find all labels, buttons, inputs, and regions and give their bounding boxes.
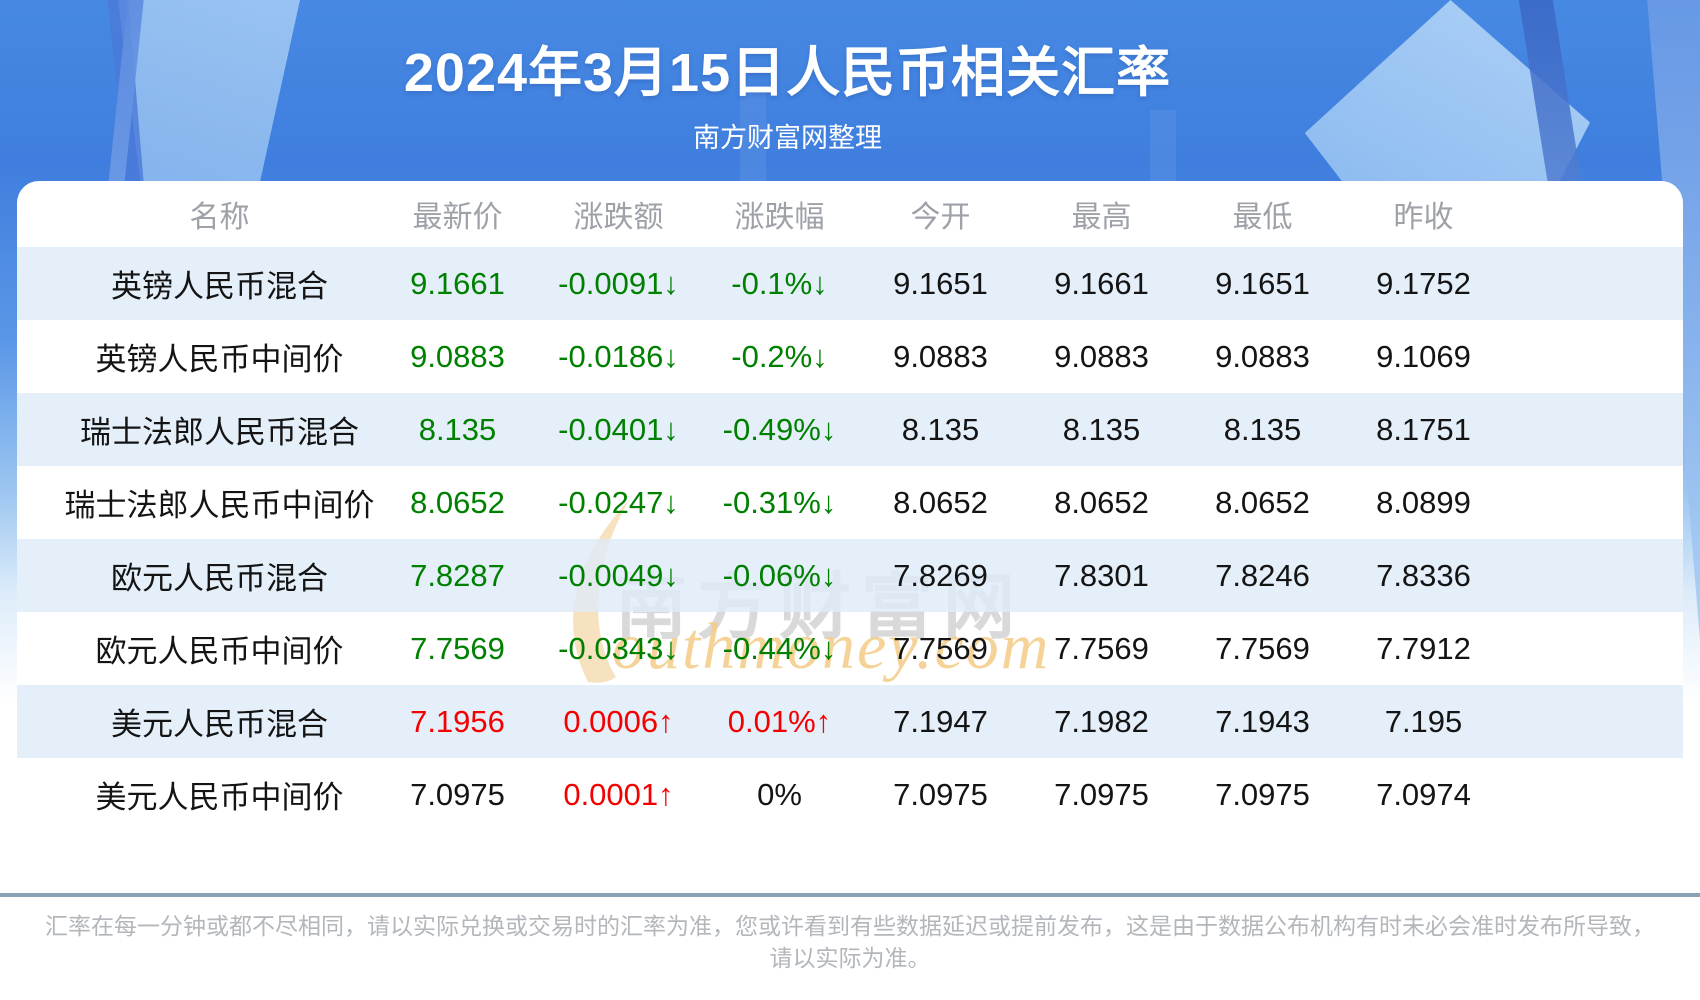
page-subtitle: 南方财富网整理: [693, 123, 882, 153]
disclaimer-line-1: 汇率在每一分钟或都不尽相同，请以实际兑换或交易时的汇率为准，您或许看到有些数据延…: [45, 913, 1655, 939]
cell-low: 8.0652: [1215, 484, 1310, 520]
cell-today-open: 9.0883: [893, 338, 988, 374]
cell-prev-close: 7.0974: [1376, 776, 1471, 812]
cell-today-open: 8.0652: [893, 484, 988, 520]
table-row: 美元人民币中间价 7.0975 0.0001↑ 0% 7.0975 7.0975…: [17, 758, 1683, 831]
cell-prev-close: 7.8336: [1376, 557, 1471, 593]
currency-name: 英镑人民币混合: [111, 269, 328, 304]
col-header-low: 最低: [1232, 201, 1293, 234]
cell-prev-close: 7.195: [1384, 703, 1463, 739]
currency-name: 英镑人民币中间价: [95, 342, 344, 377]
col-header-prev-close: 昨收: [1393, 201, 1454, 234]
col-header-name: 名称: [189, 201, 250, 234]
cell-change-percent: -0.2%↓: [731, 338, 828, 374]
col-header-high: 最高: [1071, 201, 1132, 234]
col-header-change-pct: 涨跌幅: [734, 201, 825, 234]
cell-change-percent: -0.49%↓: [722, 411, 837, 447]
table-row: 瑞士法郎人民币中间价 8.0652 -0.0247↓ -0.31%↓ 8.065…: [17, 466, 1683, 539]
table-row: 美元人民币混合 7.1956 0.0006↑ 0.01%↑ 7.1947 7.1…: [17, 685, 1683, 758]
cell-change-amount: -0.0247↓: [558, 484, 679, 520]
header-row: 名称 最新价 涨跌额 涨跌幅 今开 最高 最低 昨收: [17, 181, 1683, 247]
cell-today-open: 8.135: [901, 411, 980, 447]
row-filler: [1504, 685, 1683, 758]
col-header-open: 今开: [910, 201, 971, 234]
page-title: 2024年3月15日人民币相关汇率: [403, 43, 1172, 103]
cell-latest-price: 7.0975: [410, 776, 505, 812]
col-header-change: 涨跌额: [573, 201, 664, 234]
cell-latest-price: 7.1956: [410, 703, 505, 739]
cell-change-percent: -0.31%↓: [722, 484, 837, 520]
cell-low: 9.1651: [1215, 265, 1310, 301]
row-filler: [1504, 466, 1683, 539]
table-card: [17, 181, 1683, 893]
cell-change-amount: 0.0001↑: [563, 776, 674, 812]
row-filler: [1504, 612, 1683, 685]
cell-high: 9.0883: [1054, 338, 1149, 374]
currency-name: 欧元人民币中间价: [95, 634, 344, 669]
table-row: 欧元人民币混合 7.8287 -0.0049↓ -0.06%↓ 7.8269 7…: [17, 539, 1683, 612]
cell-today-open: 7.7569: [893, 630, 988, 666]
currency-name: 美元人民币中间价: [95, 780, 344, 815]
currency-name: 瑞士法郎人民币混合: [80, 415, 359, 450]
cell-change-percent: -0.06%↓: [722, 557, 837, 593]
row-filler: [1504, 247, 1683, 320]
row-filler: [1504, 758, 1683, 831]
table-row: 欧元人民币中间价 7.7569 -0.0343↓ -0.44%↓ 7.7569 …: [17, 612, 1683, 685]
rates-table: 名称 最新价 涨跌额 涨跌幅 今开 最高 最低 昨收 英镑人民币混合 9.166…: [17, 181, 1683, 893]
cell-latest-price: 7.7569: [410, 630, 505, 666]
table-row: 英镑人民币混合 9.1661 -0.0091↓ -0.1%↓ 9.1651 9.…: [17, 247, 1683, 320]
cell-high: 7.8301: [1054, 557, 1149, 593]
cell-low: 7.1943: [1215, 703, 1310, 739]
cell-latest-price: 9.1661: [410, 265, 505, 301]
col-header-filler: [1504, 181, 1683, 247]
cell-today-open: 7.0975: [893, 776, 988, 812]
cell-high: 7.0975: [1054, 776, 1149, 812]
currency-name: 瑞士法郎人民币中间价: [64, 488, 375, 523]
row-filler: [1504, 539, 1683, 612]
cell-high: 7.1982: [1054, 703, 1149, 739]
table-row: 瑞士法郎人民币混合 8.135 -0.0401↓ -0.49%↓ 8.135 8…: [17, 393, 1683, 466]
cell-change-amount: -0.0343↓: [558, 630, 679, 666]
currency-name: 美元人民币混合: [111, 707, 328, 742]
cell-latest-price: 8.135: [418, 411, 497, 447]
row-filler: [1504, 393, 1683, 466]
cell-high: 9.1661: [1054, 265, 1149, 301]
cell-today-open: 7.8269: [893, 557, 988, 593]
cell-change-amount: -0.0049↓: [558, 557, 679, 593]
cell-change-amount: -0.0401↓: [558, 411, 679, 447]
disclaimer: 汇率在每一分钟或都不尽相同，请以实际兑换或交易时的汇率为准，您或许看到有些数据延…: [0, 910, 1700, 974]
col-header-latest: 最新价: [412, 201, 503, 234]
cell-low: 7.8246: [1215, 557, 1310, 593]
cell-high: 8.0652: [1054, 484, 1149, 520]
cell-change-percent: -0.44%↓: [722, 630, 837, 666]
cell-low: 7.7569: [1215, 630, 1310, 666]
cell-low: 7.0975: [1215, 776, 1310, 812]
currency-name: 欧元人民币混合: [111, 561, 328, 596]
rates-tbody: 英镑人民币混合 9.1661 -0.0091↓ -0.1%↓ 9.1651 9.…: [17, 247, 1683, 831]
cell-latest-price: 9.0883: [410, 338, 505, 374]
cell-change-percent: -0.1%↓: [731, 265, 828, 301]
cell-prev-close: 8.0899: [1376, 484, 1471, 520]
cell-change-amount: 0.0006↑: [563, 703, 674, 739]
cell-change-percent: 0.01%↑: [727, 703, 832, 739]
cell-prev-close: 9.1752: [1376, 265, 1471, 301]
divider-line: [0, 893, 1700, 897]
cell-latest-price: 7.8287: [410, 557, 505, 593]
cell-prev-close: 9.1069: [1376, 338, 1471, 374]
cell-prev-close: 8.1751: [1376, 411, 1471, 447]
cell-low: 9.0883: [1215, 338, 1310, 374]
cell-high: 8.135: [1062, 411, 1141, 447]
cell-change-percent: 0%: [757, 776, 802, 812]
cell-latest-price: 8.0652: [410, 484, 505, 520]
cell-high: 7.7569: [1054, 630, 1149, 666]
cell-today-open: 7.1947: [893, 703, 988, 739]
disclaimer-line-2: 请以实际为准。: [769, 945, 931, 971]
cell-low: 8.135: [1223, 411, 1302, 447]
table-row: 英镑人民币中间价 9.0883 -0.0186↓ -0.2%↓ 9.0883 9…: [17, 320, 1683, 393]
cell-change-amount: -0.0091↓: [558, 265, 679, 301]
cell-today-open: 9.1651: [893, 265, 988, 301]
cell-prev-close: 7.7912: [1376, 630, 1471, 666]
row-filler: [1504, 320, 1683, 393]
cell-change-amount: -0.0186↓: [558, 338, 679, 374]
